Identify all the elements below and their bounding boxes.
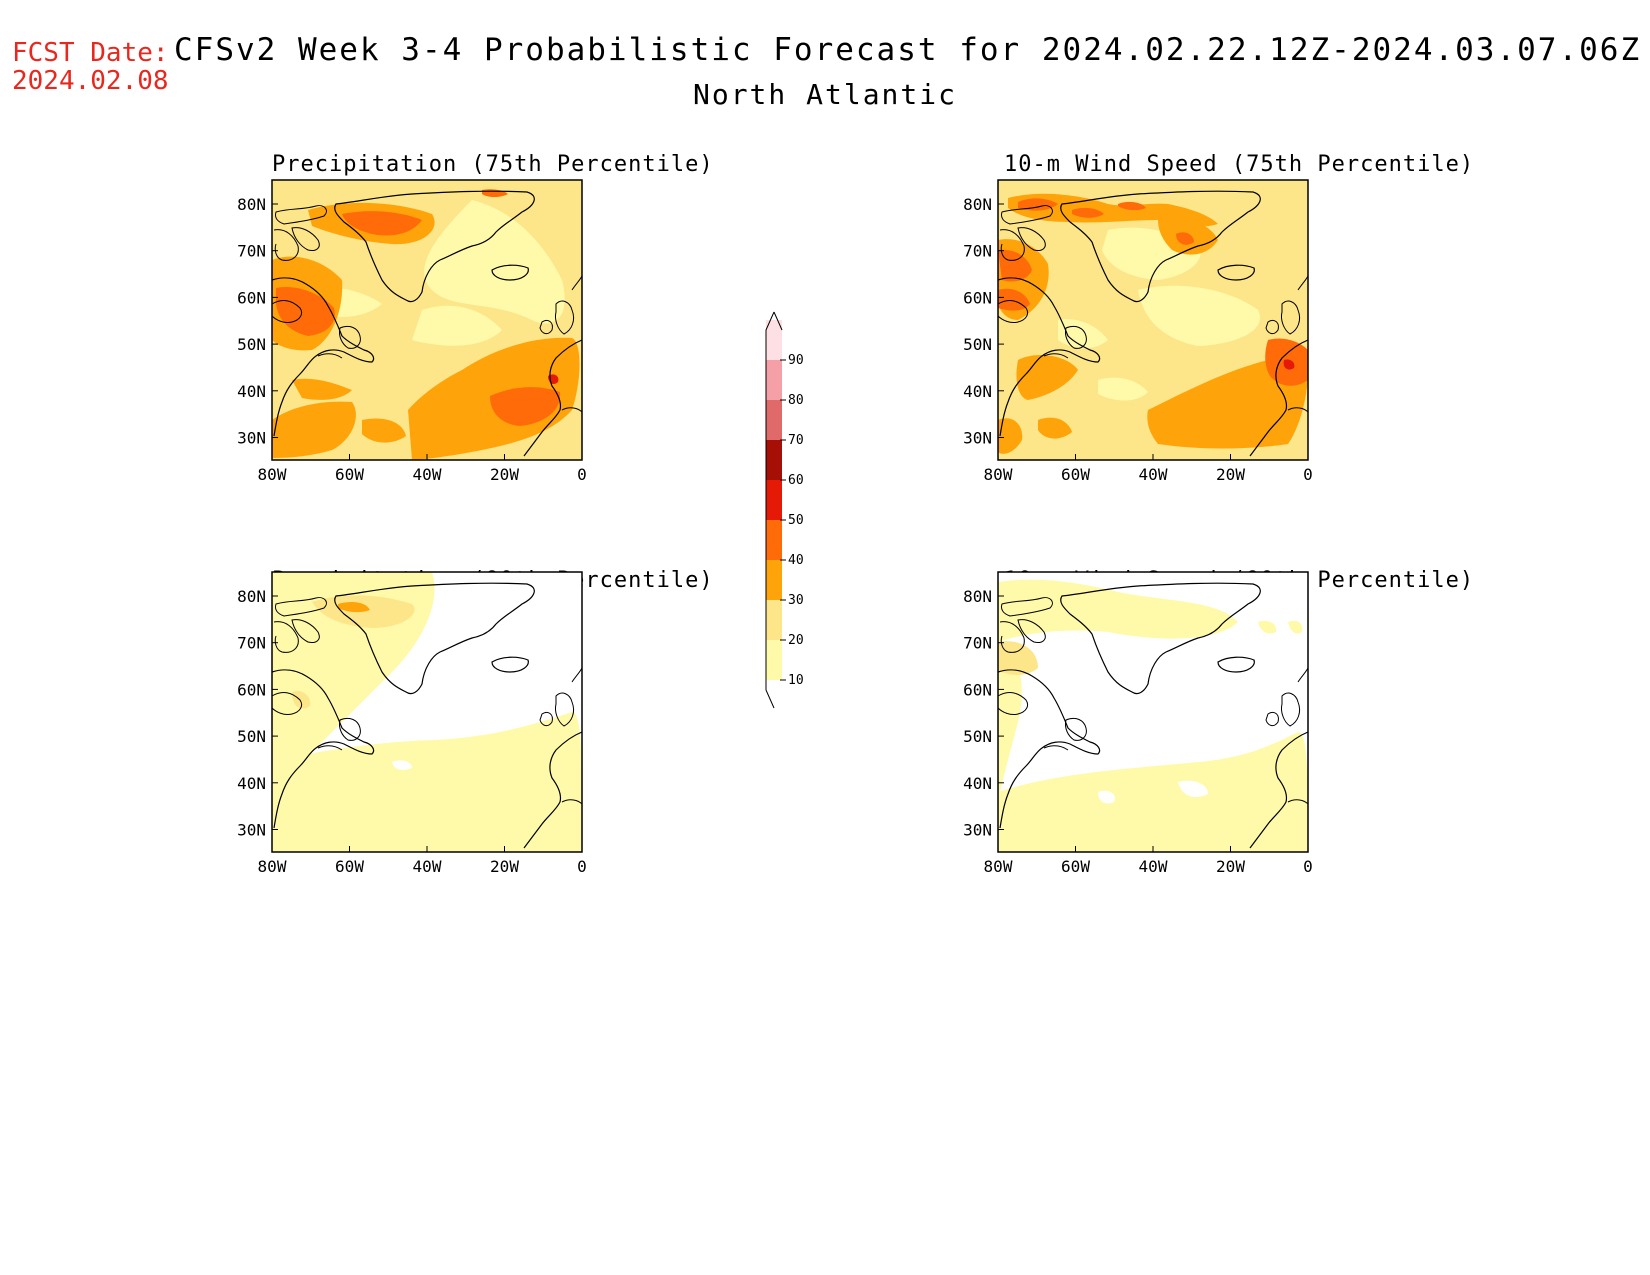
colorbar-label: 20 — [788, 633, 804, 648]
lat-tick-label: 70N — [237, 634, 266, 653]
lon-tick-label: 40W — [1139, 857, 1168, 876]
lat-tick-label: 40N — [963, 382, 992, 401]
lat-tick-label: 50N — [237, 335, 266, 354]
lat-tick-label: 30N — [963, 821, 992, 840]
colorbar-label: 40 — [788, 553, 804, 568]
lat-tick-label: 60N — [237, 288, 266, 307]
colorbar-label: 10 — [788, 673, 804, 688]
lat-tick-label: 60N — [963, 680, 992, 699]
lon-tick-label: 80W — [984, 857, 1013, 876]
lat-tick-label: 30N — [237, 429, 266, 448]
colorbar-segment — [766, 360, 782, 400]
lat-tick-label: 80N — [963, 195, 992, 214]
lat-tick-label: 40N — [237, 382, 266, 401]
lon-tick-label: 0 — [577, 857, 587, 876]
colorbar-segment — [766, 320, 782, 360]
colorbar-segment — [766, 440, 782, 480]
map-precip-90 — [271, 571, 583, 853]
lat-tick-label: 70N — [963, 242, 992, 261]
lat-tick-label: 80N — [963, 587, 992, 606]
panel-title-wind-75: 10-m Wind Speed (75th Percentile) — [1004, 152, 1475, 177]
lon-tick-label: 20W — [1216, 465, 1245, 484]
lat-tick-label: 50N — [963, 727, 992, 746]
lon-tick-label: 20W — [490, 465, 519, 484]
lat-tick-label: 70N — [963, 634, 992, 653]
lat-tick-label: 60N — [237, 680, 266, 699]
lat-tick-label: 60N — [963, 288, 992, 307]
lon-tick-label: 0 — [1303, 857, 1313, 876]
lat-tick-label: 80N — [237, 587, 266, 606]
lon-tick-label: 60W — [1061, 857, 1090, 876]
colorbar-segment — [766, 480, 782, 520]
colorbar-segment — [766, 560, 782, 600]
lon-tick-label: 60W — [335, 465, 364, 484]
colorbar-outline — [765, 311, 783, 709]
lat-tick-label: 80N — [237, 195, 266, 214]
region-subtitle: North Atlantic — [692, 78, 957, 111]
lon-tick-label: 80W — [984, 465, 1013, 484]
colorbar-label: 50 — [788, 513, 804, 528]
lon-tick-label: 0 — [577, 465, 587, 484]
lat-tick-label: 40N — [237, 774, 266, 793]
map-wind-75 — [997, 179, 1309, 461]
lon-tick-label: 20W — [490, 857, 519, 876]
colorbar-segment — [766, 400, 782, 440]
colorbar-segment — [766, 520, 782, 560]
map-precip-75 — [271, 179, 583, 461]
lon-tick-label: 80W — [258, 465, 287, 484]
colorbar-label: 30 — [788, 593, 804, 608]
lon-tick-label: 40W — [413, 465, 442, 484]
page-title: CFSv2 Week 3-4 Probabilistic Forecast fo… — [174, 32, 1642, 68]
colorbar-label: 90 — [788, 353, 804, 368]
axis-labels: 80N 70N 60N 50N 40N 30N 80W 60W 40W 20W 0 80N 70N 60N… — [237, 195, 1313, 876]
lat-tick-label: 50N — [237, 727, 266, 746]
panel-title-precip-75: Precipitation (75th Percentile) — [272, 152, 714, 177]
lat-tick-label: 70N — [237, 242, 266, 261]
forecast-date-value: 2024.02.08 — [12, 66, 169, 96]
lat-tick-label: 40N — [963, 774, 992, 793]
lon-tick-label: 20W — [1216, 857, 1245, 876]
lon-tick-label: 60W — [335, 857, 364, 876]
lat-tick-label: 30N — [963, 429, 992, 448]
lon-tick-label: 40W — [1139, 465, 1168, 484]
lat-tick-label: 30N — [237, 821, 266, 840]
colorbar-label: 70 — [788, 433, 804, 448]
lon-tick-label: 40W — [413, 857, 442, 876]
lat-tick-label: 50N — [963, 335, 992, 354]
colorbar-label: 60 — [788, 473, 804, 488]
lon-tick-label: 80W — [258, 857, 287, 876]
lon-tick-label: 60W — [1061, 465, 1090, 484]
map-wind-90 — [997, 571, 1309, 853]
forecast-date-label: FCST Date: — [12, 38, 169, 68]
lon-tick-label: 0 — [1303, 465, 1313, 484]
colorbar-segment — [766, 640, 782, 680]
colorbar-label: 80 — [788, 393, 804, 408]
colorbar-segment — [766, 600, 782, 640]
colorbar: 10 20 30 40 50 60 70 80 90 — [765, 311, 804, 709]
